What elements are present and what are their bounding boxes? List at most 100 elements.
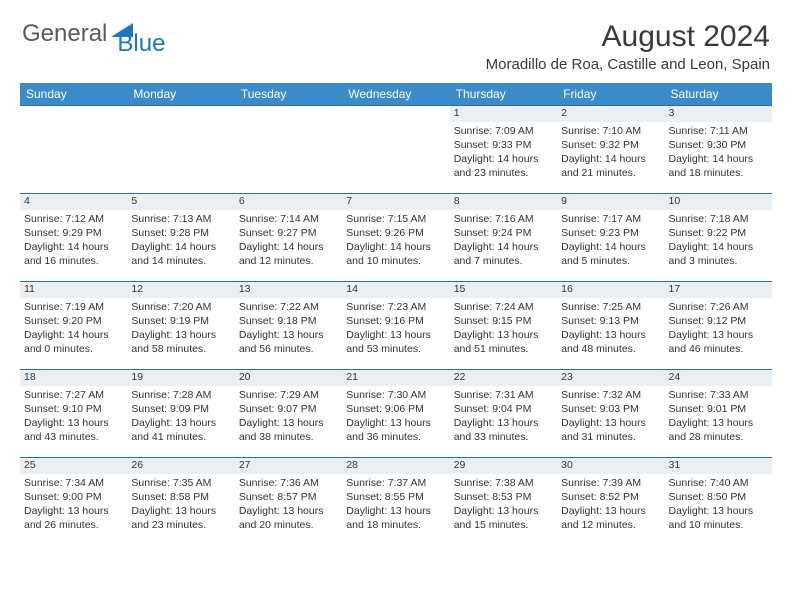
day-number-cell: 16 — [557, 282, 664, 298]
day-content-cell: Sunrise: 7:20 AMSunset: 9:19 PMDaylight:… — [127, 298, 234, 370]
daylight-text-1: Daylight: 13 hours — [131, 504, 230, 518]
day-content-cell: Sunrise: 7:10 AMSunset: 9:32 PMDaylight:… — [557, 122, 664, 194]
day-content-cell: Sunrise: 7:26 AMSunset: 9:12 PMDaylight:… — [665, 298, 772, 370]
daylight-text-1: Daylight: 14 hours — [454, 240, 553, 254]
sunset-text: Sunset: 9:07 PM — [239, 402, 338, 416]
daylight-text-1: Daylight: 13 hours — [346, 504, 445, 518]
day-content-cell: Sunrise: 7:19 AMSunset: 9:20 PMDaylight:… — [20, 298, 127, 370]
daylight-text-1: Daylight: 13 hours — [454, 416, 553, 430]
daylight-text-1: Daylight: 13 hours — [346, 416, 445, 430]
day-number-cell: 6 — [235, 194, 342, 210]
daylight-text-1: Daylight: 13 hours — [24, 504, 123, 518]
day-content-cell: Sunrise: 7:31 AMSunset: 9:04 PMDaylight:… — [450, 386, 557, 458]
sunset-text: Sunset: 9:04 PM — [454, 402, 553, 416]
day-number-cell: 27 — [235, 458, 342, 474]
day-number-cell: 8 — [450, 194, 557, 210]
day-content-cell: Sunrise: 7:25 AMSunset: 9:13 PMDaylight:… — [557, 298, 664, 370]
daylight-text-2: and 16 minutes. — [24, 254, 123, 268]
daylight-text-2: and 3 minutes. — [669, 254, 768, 268]
week-content-row: Sunrise: 7:19 AMSunset: 9:20 PMDaylight:… — [20, 298, 772, 370]
week-daynum-row: 123 — [20, 106, 772, 122]
daylight-text-1: Daylight: 13 hours — [131, 416, 230, 430]
logo-word2: Blue — [117, 30, 165, 58]
daylight-text-1: Daylight: 13 hours — [454, 328, 553, 342]
day-number-cell: 29 — [450, 458, 557, 474]
daylight-text-1: Daylight: 14 hours — [669, 240, 768, 254]
daylight-text-1: Daylight: 13 hours — [669, 416, 768, 430]
daylight-text-2: and 5 minutes. — [561, 254, 660, 268]
daylight-text-2: and 23 minutes. — [131, 518, 230, 532]
sunrise-text: Sunrise: 7:19 AM — [24, 300, 123, 314]
week-daynum-row: 25262728293031 — [20, 458, 772, 474]
day-content-cell: Sunrise: 7:35 AMSunset: 8:58 PMDaylight:… — [127, 474, 234, 546]
sunset-text: Sunset: 9:10 PM — [24, 402, 123, 416]
sunset-text: Sunset: 8:53 PM — [454, 490, 553, 504]
weekday-header: Tuesday — [235, 83, 342, 106]
sunset-text: Sunset: 9:01 PM — [669, 402, 768, 416]
day-number-cell: 5 — [127, 194, 234, 210]
header: General Blue August 2024 Moradillo de Ro… — [0, 0, 792, 77]
sunset-text: Sunset: 9:18 PM — [239, 314, 338, 328]
sunset-text: Sunset: 9:29 PM — [24, 226, 123, 240]
daylight-text-1: Daylight: 13 hours — [561, 416, 660, 430]
sunrise-text: Sunrise: 7:11 AM — [669, 124, 768, 138]
day-number-cell: 24 — [665, 370, 772, 386]
sunset-text: Sunset: 9:15 PM — [454, 314, 553, 328]
day-number-cell: 10 — [665, 194, 772, 210]
daylight-text-2: and 14 minutes. — [131, 254, 230, 268]
sunrise-text: Sunrise: 7:20 AM — [131, 300, 230, 314]
day-content-cell — [127, 122, 234, 194]
day-number-cell: 30 — [557, 458, 664, 474]
daylight-text-2: and 48 minutes. — [561, 342, 660, 356]
daylight-text-1: Daylight: 14 hours — [131, 240, 230, 254]
sunrise-text: Sunrise: 7:17 AM — [561, 212, 660, 226]
day-number-cell: 4 — [20, 194, 127, 210]
day-content-cell: Sunrise: 7:11 AMSunset: 9:30 PMDaylight:… — [665, 122, 772, 194]
day-number-cell: 21 — [342, 370, 449, 386]
logo: General Blue — [22, 20, 183, 48]
day-content-cell — [342, 122, 449, 194]
weekday-header: Sunday — [20, 83, 127, 106]
sunset-text: Sunset: 9:27 PM — [239, 226, 338, 240]
sunset-text: Sunset: 8:58 PM — [131, 490, 230, 504]
day-number-cell — [20, 106, 127, 122]
day-content-cell: Sunrise: 7:39 AMSunset: 8:52 PMDaylight:… — [557, 474, 664, 546]
sunset-text: Sunset: 9:12 PM — [669, 314, 768, 328]
day-content-cell: Sunrise: 7:22 AMSunset: 9:18 PMDaylight:… — [235, 298, 342, 370]
daylight-text-1: Daylight: 14 hours — [346, 240, 445, 254]
day-content-cell: Sunrise: 7:32 AMSunset: 9:03 PMDaylight:… — [557, 386, 664, 458]
sunset-text: Sunset: 9:19 PM — [131, 314, 230, 328]
sunrise-text: Sunrise: 7:13 AM — [131, 212, 230, 226]
week-content-row: Sunrise: 7:27 AMSunset: 9:10 PMDaylight:… — [20, 386, 772, 458]
sunset-text: Sunset: 8:57 PM — [239, 490, 338, 504]
daylight-text-2: and 36 minutes. — [346, 430, 445, 444]
sunrise-text: Sunrise: 7:28 AM — [131, 388, 230, 402]
month-title: August 2024 — [486, 20, 770, 54]
daylight-text-1: Daylight: 13 hours — [454, 504, 553, 518]
sunrise-text: Sunrise: 7:33 AM — [669, 388, 768, 402]
day-number-cell: 25 — [20, 458, 127, 474]
daylight-text-2: and 43 minutes. — [24, 430, 123, 444]
day-number-cell: 13 — [235, 282, 342, 298]
daylight-text-2: and 10 minutes. — [346, 254, 445, 268]
sunrise-text: Sunrise: 7:32 AM — [561, 388, 660, 402]
daylight-text-1: Daylight: 14 hours — [24, 240, 123, 254]
daylight-text-2: and 26 minutes. — [24, 518, 123, 532]
day-content-cell: Sunrise: 7:37 AMSunset: 8:55 PMDaylight:… — [342, 474, 449, 546]
daylight-text-2: and 46 minutes. — [669, 342, 768, 356]
day-content-cell: Sunrise: 7:33 AMSunset: 9:01 PMDaylight:… — [665, 386, 772, 458]
daylight-text-1: Daylight: 13 hours — [669, 328, 768, 342]
day-number-cell — [235, 106, 342, 122]
daylight-text-2: and 0 minutes. — [24, 342, 123, 356]
day-content-cell: Sunrise: 7:23 AMSunset: 9:16 PMDaylight:… — [342, 298, 449, 370]
sunrise-text: Sunrise: 7:31 AM — [454, 388, 553, 402]
day-content-cell: Sunrise: 7:34 AMSunset: 9:00 PMDaylight:… — [20, 474, 127, 546]
daylight-text-1: Daylight: 14 hours — [669, 152, 768, 166]
daylight-text-1: Daylight: 14 hours — [24, 328, 123, 342]
sunrise-text: Sunrise: 7:39 AM — [561, 476, 660, 490]
daylight-text-1: Daylight: 14 hours — [561, 152, 660, 166]
week-daynum-row: 18192021222324 — [20, 370, 772, 386]
sunrise-text: Sunrise: 7:23 AM — [346, 300, 445, 314]
day-number-cell: 31 — [665, 458, 772, 474]
week-daynum-row: 11121314151617 — [20, 282, 772, 298]
